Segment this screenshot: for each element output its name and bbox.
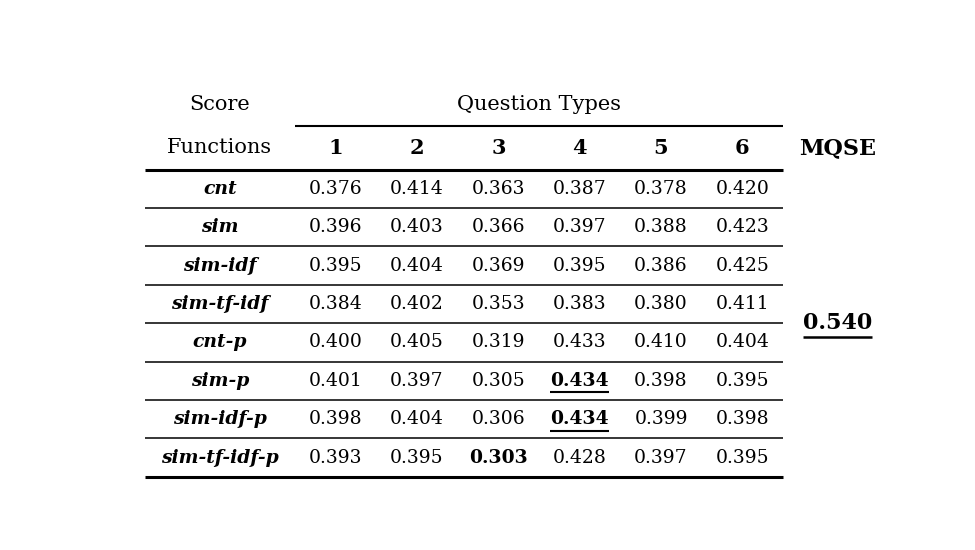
Text: sim-idf: sim-idf	[183, 257, 256, 274]
Text: 0.398: 0.398	[634, 372, 687, 390]
Text: 4: 4	[572, 138, 587, 158]
Text: 0.423: 0.423	[716, 218, 769, 236]
Text: cnt: cnt	[203, 180, 237, 198]
Text: 0.399: 0.399	[635, 410, 687, 428]
Text: 0.414: 0.414	[390, 180, 444, 198]
Text: 0.319: 0.319	[472, 333, 526, 351]
Text: 0.404: 0.404	[716, 333, 769, 351]
Text: 0.369: 0.369	[472, 257, 526, 274]
Text: 0.363: 0.363	[472, 180, 526, 198]
Text: 0.395: 0.395	[716, 449, 769, 466]
Text: 0.393: 0.393	[309, 449, 363, 466]
Text: 0.395: 0.395	[309, 257, 363, 274]
Text: 5: 5	[653, 138, 668, 158]
Text: 0.395: 0.395	[390, 449, 444, 466]
Text: sim-tf-idf: sim-tf-idf	[171, 295, 268, 313]
Text: 0.303: 0.303	[469, 449, 527, 466]
Text: 0.425: 0.425	[716, 257, 769, 274]
Text: 0.395: 0.395	[716, 372, 769, 390]
Text: sim-idf-p: sim-idf-p	[173, 410, 267, 428]
Text: 0.395: 0.395	[553, 257, 606, 274]
Text: 6: 6	[735, 138, 750, 158]
Text: 0.388: 0.388	[634, 218, 688, 236]
Text: 0.411: 0.411	[716, 295, 769, 313]
Text: 0.387: 0.387	[553, 180, 606, 198]
Text: 0.366: 0.366	[472, 218, 526, 236]
Text: 0.420: 0.420	[716, 180, 769, 198]
Text: 0.305: 0.305	[472, 372, 526, 390]
Text: 0.404: 0.404	[390, 257, 444, 274]
Text: sim-p: sim-p	[190, 372, 249, 390]
Text: sim: sim	[201, 218, 239, 236]
Text: 0.410: 0.410	[634, 333, 688, 351]
Text: 0.380: 0.380	[634, 295, 688, 313]
Text: 0.402: 0.402	[390, 295, 444, 313]
Text: 0.434: 0.434	[551, 410, 609, 428]
Text: 0.306: 0.306	[472, 410, 526, 428]
Text: 3: 3	[491, 138, 506, 158]
Text: MQSE: MQSE	[799, 137, 876, 159]
Text: 0.428: 0.428	[553, 449, 606, 466]
Text: 0.433: 0.433	[553, 333, 606, 351]
Text: 0.397: 0.397	[390, 372, 444, 390]
Text: sim-tf-idf-p: sim-tf-idf-p	[161, 449, 279, 466]
Text: 0.386: 0.386	[634, 257, 687, 274]
Text: 0.397: 0.397	[634, 449, 687, 466]
Text: 0.397: 0.397	[553, 218, 606, 236]
Text: 0.403: 0.403	[390, 218, 444, 236]
Text: 0.398: 0.398	[309, 410, 363, 428]
Text: 0.405: 0.405	[390, 333, 444, 351]
Text: 0.383: 0.383	[553, 295, 606, 313]
Text: 0.384: 0.384	[309, 295, 363, 313]
Text: Functions: Functions	[168, 139, 272, 157]
Text: 0.400: 0.400	[309, 333, 363, 351]
Text: 0.353: 0.353	[472, 295, 526, 313]
Text: 0.540: 0.540	[802, 312, 872, 334]
Text: 0.404: 0.404	[390, 410, 444, 428]
Text: Question Types: Question Types	[457, 95, 621, 114]
Text: Score: Score	[189, 95, 251, 114]
Text: 0.398: 0.398	[716, 410, 769, 428]
Text: 0.396: 0.396	[309, 218, 363, 236]
Text: 0.376: 0.376	[309, 180, 363, 198]
Text: 0.434: 0.434	[551, 372, 609, 390]
Text: cnt-p: cnt-p	[192, 333, 247, 351]
Text: 1: 1	[329, 138, 343, 158]
Text: 0.378: 0.378	[634, 180, 688, 198]
Text: 2: 2	[410, 138, 424, 158]
Text: 0.401: 0.401	[309, 372, 363, 390]
